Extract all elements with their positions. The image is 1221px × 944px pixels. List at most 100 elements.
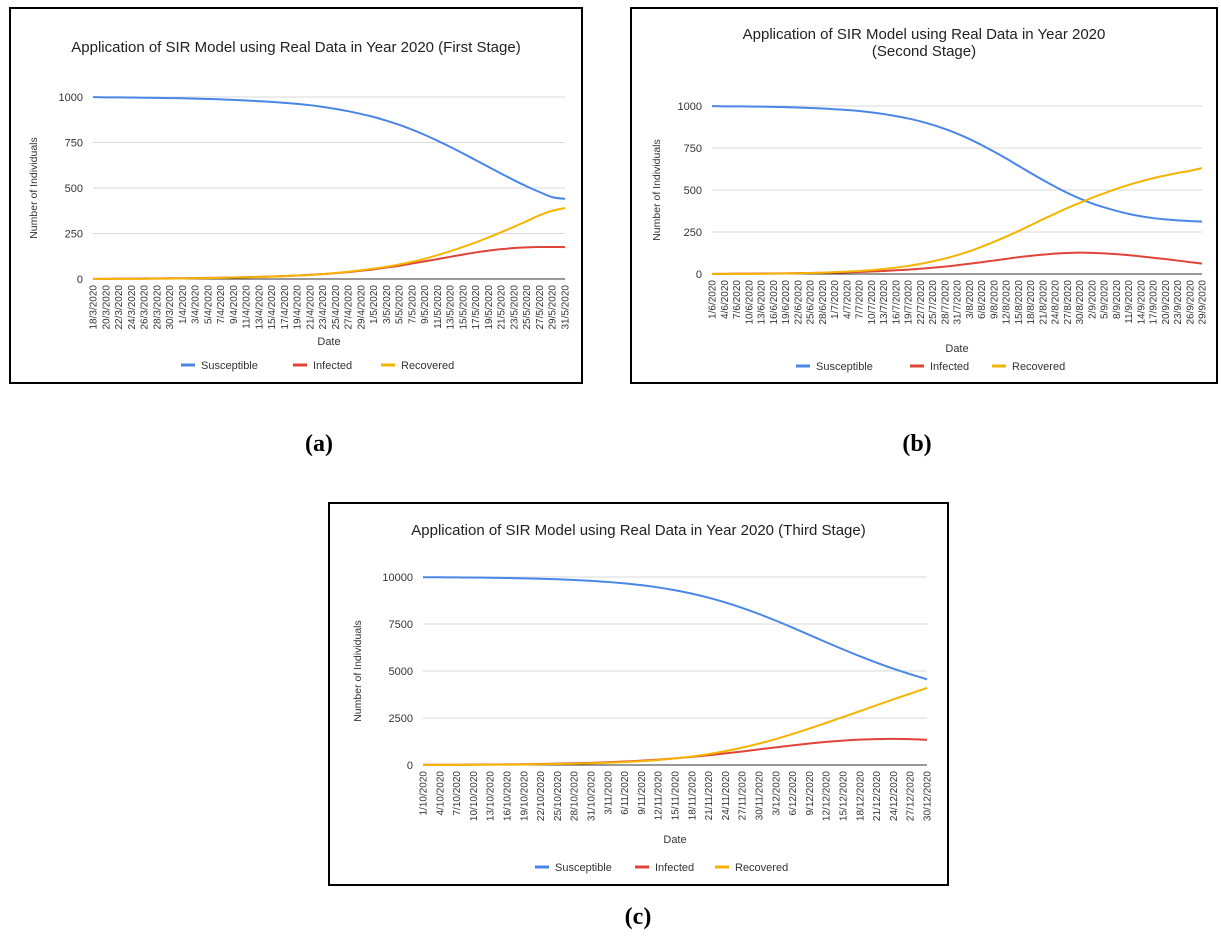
y-tick-label: 0 [77,274,83,286]
x-tick-label: 6/11/2020 [620,771,631,815]
x-tick-label: 13/10/2020 [486,771,497,821]
x-tick-label: 11/9/2020 [1124,280,1135,324]
chart-panel-b: Application of SIR Model using Real Data… [630,7,1218,384]
subfigure-label-c: (c) [624,904,652,930]
y-tick-label: 1000 [678,101,702,113]
x-tick-label: 22/10/2020 [536,771,547,821]
x-tick-label: 28/3/2020 [152,285,163,330]
y-tick-label: 250 [65,229,83,241]
x-tick-label: 13/7/2020 [879,280,890,325]
x-tick-label: 5/4/2020 [203,285,214,324]
x-tick-label: 26/9/2020 [1185,280,1196,325]
x-tick-label: 13/6/2020 [757,280,768,325]
chart-panel-a: Application of SIR Model using Real Data… [9,7,583,384]
chart-title-line-0: Application of SIR Model using Real Data… [743,26,1106,43]
x-tick-label: 3/11/2020 [603,771,614,815]
x-tick-label: 11/5/2020 [433,285,444,329]
legend-label-susceptible: Susceptible [816,361,873,373]
x-tick-label: 15/11/2020 [671,771,682,821]
chart-title-line-1: (Second Stage) [872,43,976,60]
x-tick-label: 18/11/2020 [687,771,698,821]
x-tick-label: 17/4/2020 [280,285,291,330]
x-tick-label: 21/5/2020 [497,285,508,330]
x-tick-label: 6/12/2020 [788,771,799,816]
y-axis-label: Number of Individuals [651,139,663,241]
y-tick-label: 7500 [389,619,413,631]
x-tick-label: 4/10/2020 [435,771,446,816]
x-tick-label: 31/10/2020 [587,771,598,821]
chart-title-line-0: Application of SIR Model using Real Data… [411,522,865,539]
subfigure-label-b: (b) [902,431,932,457]
chart-panel-c: Application of SIR Model using Real Data… [328,502,949,886]
x-tick-label: 29/9/2020 [1198,280,1209,325]
y-tick-label: 2500 [389,713,413,725]
x-tick-label: 29/5/2020 [548,285,559,330]
x-tick-label: 3/8/2020 [965,280,976,319]
x-axis-label: Date [945,343,968,355]
x-tick-label: 2/9/2020 [1087,280,1098,319]
y-tick-label: 750 [65,138,83,150]
x-tick-label: 25/6/2020 [806,280,817,325]
x-tick-label: 5/5/2020 [395,285,406,324]
x-tick-label: 27/4/2020 [344,285,355,330]
x-tick-label: 21/4/2020 [305,285,316,330]
x-tick-label: 1/10/2020 [419,771,430,816]
x-tick-label: 21/11/2020 [704,771,715,821]
x-tick-label: 15/4/2020 [267,285,278,330]
x-tick-label: 31/5/2020 [561,285,572,330]
x-tick-label: 22/3/2020 [114,285,125,330]
x-tick-label: 10/7/2020 [867,280,878,325]
y-tick-label: 500 [684,185,702,197]
series-line-susceptible [711,105,1203,223]
series-line-recovered [422,686,928,766]
y-tick-label: 10000 [382,572,413,584]
x-tick-label: 7/7/2020 [855,280,866,319]
x-tick-label: 5/9/2020 [1100,280,1111,319]
x-tick-label: 16/7/2020 [891,280,902,325]
x-tick-label: 12/8/2020 [1002,280,1013,325]
x-tick-label: 11/4/2020 [242,285,253,329]
x-tick-label: 24/11/2020 [721,771,732,821]
x-tick-label: 16/6/2020 [769,280,780,325]
x-tick-label: 20/9/2020 [1161,280,1172,325]
x-tick-label: 18/8/2020 [1026,280,1037,325]
x-tick-label: 3/4/2020 [191,285,202,324]
x-tick-label: 18/12/2020 [855,771,866,821]
x-tick-label: 4/6/2020 [720,280,731,319]
x-tick-label: 27/8/2020 [1063,280,1074,325]
x-tick-label: 23/5/2020 [509,285,520,330]
x-tick-label: 22/6/2020 [793,280,804,325]
x-tick-label: 9/12/2020 [805,771,816,816]
legend-label-infected: Infected [930,361,969,373]
x-tick-label: 9/4/2020 [229,285,240,324]
x-axis-label: Date [317,336,340,348]
x-tick-label: 30/8/2020 [1075,280,1086,325]
y-tick-label: 0 [407,760,413,772]
x-tick-label: 24/12/2020 [889,771,900,821]
x-tick-label: 7/6/2020 [732,280,743,319]
legend-label-recovered: Recovered [735,862,788,874]
chart-title-line-0: Application of SIR Model using Real Data… [71,39,520,56]
x-tick-label: 1/7/2020 [830,280,841,319]
x-tick-label: 1/4/2020 [178,285,189,324]
x-tick-label: 21/8/2020 [1038,280,1049,325]
x-tick-label: 23/9/2020 [1173,280,1184,325]
x-tick-label: 10/6/2020 [744,280,755,325]
x-tick-label: 22/7/2020 [916,280,927,325]
x-tick-label: 25/5/2020 [522,285,533,330]
subfigure-label-a: (a) [305,431,333,457]
x-tick-label: 9/8/2020 [989,280,1000,319]
x-tick-label: 21/12/2020 [872,771,883,821]
x-tick-label: 12/12/2020 [822,771,833,821]
chart-b-svg: Application of SIR Model using Real Data… [651,26,1209,373]
legend-label-recovered: Recovered [1012,361,1065,373]
x-tick-label: 15/8/2020 [1014,280,1025,325]
x-tick-label: 1/5/2020 [369,285,380,324]
x-axis-label: Date [663,834,686,846]
y-axis-label: Number of Individuals [352,620,364,722]
x-tick-label: 13/5/2020 [446,285,457,330]
x-tick-label: 28/7/2020 [940,280,951,325]
x-tick-label: 25/10/2020 [553,771,564,821]
legend-label-infected: Infected [655,862,694,874]
series-line-susceptible [92,96,566,200]
